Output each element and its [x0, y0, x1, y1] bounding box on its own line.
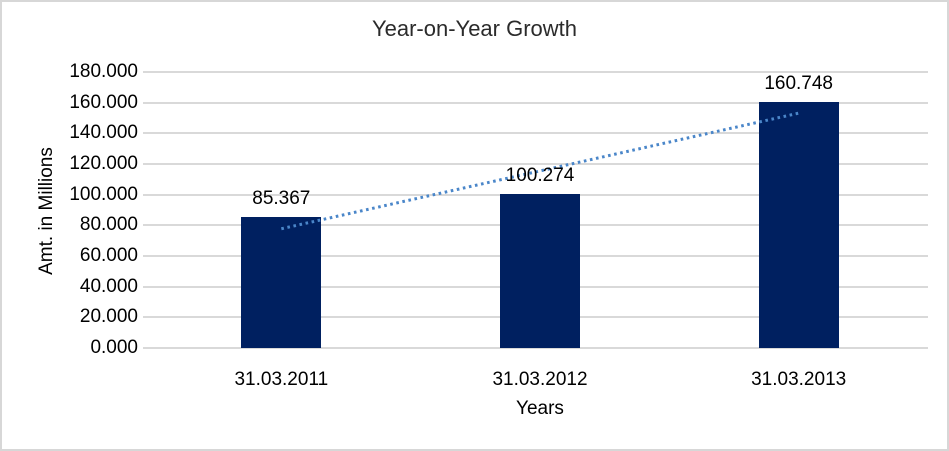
gridline [152, 71, 928, 73]
bar-value-label: 100.274 [505, 165, 575, 187]
y-axis-tick-label: 120.000 [69, 153, 138, 174]
y-axis-tick [143, 163, 152, 165]
y-axis-tick-label: 160.000 [69, 91, 138, 113]
bar [758, 101, 839, 348]
y-axis-tick-label: 0.000 [90, 337, 138, 358]
y-axis-tick-label: 180.000 [69, 61, 138, 82]
gridline [152, 347, 928, 349]
y-axis-tick [143, 71, 152, 73]
chart-title: Year-on-Year Growth [371, 16, 578, 41]
bar [241, 217, 322, 348]
x-axis-category-label: 31.03.2012 [492, 369, 588, 390]
y-axis-tick-label: 100.000 [69, 183, 138, 205]
gridline [152, 101, 928, 104]
y-axis-tick-label: 60.000 [79, 245, 138, 266]
bar [500, 194, 580, 348]
y-axis-tick [143, 224, 152, 227]
y-axis-tick-label: 20.000 [79, 306, 138, 328]
x-axis-category-label: 31.03.2013 [751, 369, 847, 390]
y-axis-tick-label: 40.000 [79, 275, 138, 297]
y-axis-tick [143, 255, 152, 257]
y-axis-tick [143, 316, 152, 319]
y-axis-tick [143, 193, 152, 196]
x-axis-title: Years [516, 398, 564, 419]
y-axis-tick-label: 80.000 [79, 214, 138, 236]
y-axis-tick-label: 140.000 [69, 122, 138, 144]
y-axis-tick [143, 132, 152, 135]
y-axis-tick [143, 285, 152, 288]
bar-value-label: 160.748 [764, 72, 833, 94]
x-axis-category-label: 31.03.2011 [234, 369, 329, 390]
y-axis-tick [143, 101, 152, 104]
y-axis-tick [143, 347, 152, 349]
bar-value-label: 85.367 [252, 188, 311, 210]
